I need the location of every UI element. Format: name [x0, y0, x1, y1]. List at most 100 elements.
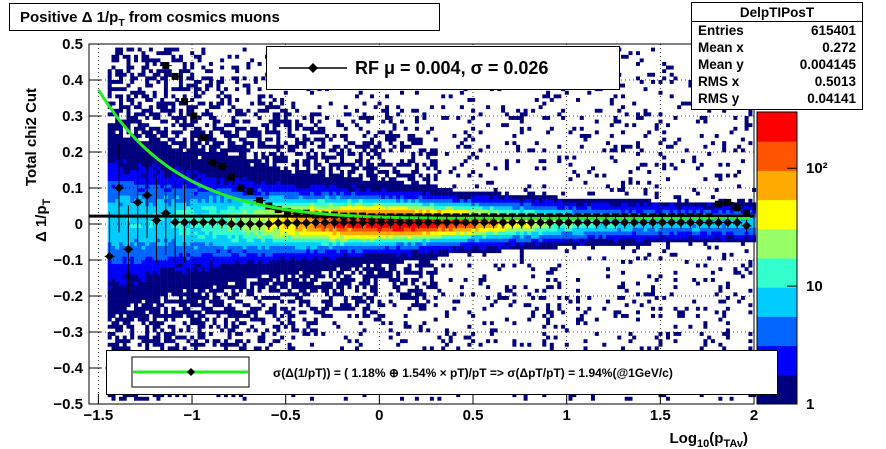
heatmap-cell	[250, 249, 255, 254]
heatmap-cell	[115, 342, 120, 347]
heatmap-cell	[306, 260, 311, 264]
heatmap-cell	[235, 270, 240, 275]
heatmap-cell	[156, 51, 161, 56]
heatmap-cell	[111, 87, 116, 92]
heatmap-cell	[156, 267, 161, 272]
heatmap-cell	[134, 299, 138, 304]
heatmap-cell	[313, 191, 318, 196]
heatmap-cell	[148, 281, 153, 286]
heatmap-cell	[418, 191, 423, 196]
heatmap-cell	[246, 303, 251, 308]
heatmap-cell	[317, 177, 322, 182]
heatmap-cell	[148, 310, 153, 315]
heatmap-cell	[231, 65, 236, 70]
heatmap-cell	[111, 80, 116, 84]
heatmap-cell	[396, 231, 401, 236]
heatmap-cell	[182, 152, 187, 156]
heatmap-cell	[111, 134, 116, 138]
heatmap-cell	[306, 206, 311, 210]
heatmap-cell	[193, 238, 198, 243]
heatmap-cell	[291, 224, 296, 228]
heatmap-cell	[216, 198, 221, 203]
heatmap-cell	[257, 144, 262, 149]
heatmap-cell	[193, 155, 198, 160]
heatmap-cell	[175, 346, 180, 351]
heatmap-cell	[205, 123, 210, 128]
heatmap-cell	[280, 170, 285, 174]
heatmap-cell	[343, 234, 348, 239]
heatmap-cell	[212, 299, 217, 304]
heatmap-cell	[351, 119, 356, 124]
heatmap-cell	[134, 206, 138, 210]
heatmap-cell	[456, 242, 461, 246]
heatmap-cell	[111, 321, 116, 326]
heatmap-cell	[119, 288, 123, 293]
heatmap-cell	[370, 267, 374, 272]
heatmap-cell	[317, 119, 322, 124]
heatmap-cell	[178, 148, 183, 153]
heatmap-cell	[152, 238, 157, 243]
heatmap-cell	[227, 263, 232, 268]
heatmap-cell	[422, 177, 427, 182]
heatmap-cell	[160, 130, 165, 135]
heatmap-cell	[160, 173, 165, 178]
heatmap-cell	[178, 249, 183, 254]
heatmap-cell	[448, 227, 453, 232]
heatmap-cell	[107, 303, 112, 308]
heatmap-cell	[137, 314, 142, 318]
heatmap-cell	[167, 216, 172, 221]
heatmap-cell	[343, 188, 348, 192]
heatmap-cell	[321, 170, 326, 174]
heatmap-cell	[283, 252, 288, 257]
heatmap-cell	[171, 206, 176, 210]
heatmap-cell	[385, 184, 389, 189]
heatmap-cell	[268, 173, 273, 178]
heatmap-cell	[223, 188, 228, 192]
heatmap-cell	[190, 144, 195, 149]
heatmap-cell	[148, 339, 153, 344]
heatmap-cell	[122, 339, 127, 344]
heatmap-cell	[257, 180, 262, 185]
heatmap-cell	[137, 342, 142, 347]
heatmap-cell	[310, 198, 314, 203]
heatmap-cell	[276, 317, 281, 322]
heatmap-cell	[388, 198, 393, 203]
heatmap-cell	[238, 206, 243, 210]
heatmap-cell	[310, 242, 314, 246]
heatmap-cell	[246, 148, 251, 153]
heatmap-cell	[115, 108, 120, 113]
heatmap-cell	[178, 278, 183, 282]
heatmap-cell	[190, 76, 195, 81]
heatmap-cell	[126, 195, 131, 200]
heatmap-cell	[287, 342, 292, 347]
heatmap-cell	[235, 170, 240, 174]
heatmap-cell	[302, 231, 307, 236]
heatmap-cell	[437, 188, 442, 192]
heatmap-cell	[310, 231, 314, 236]
heatmap-cell	[167, 238, 172, 243]
heatmap-cell	[291, 180, 296, 185]
heatmap-cell	[422, 260, 427, 264]
heatmap-cell	[400, 234, 404, 239]
heatmap-cell	[167, 260, 172, 264]
heatmap-cell	[111, 245, 116, 250]
heatmap-cell	[111, 346, 116, 351]
heatmap-cell	[107, 166, 112, 171]
heatmap-cell	[452, 206, 457, 210]
heatmap-cell	[212, 155, 217, 160]
heatmap-cell	[414, 292, 419, 297]
heatmap-cell	[163, 332, 168, 336]
heatmap-cell	[212, 310, 217, 315]
heatmap-cell	[216, 173, 221, 178]
heatmap-cell	[313, 310, 318, 315]
heatmap-cell	[467, 234, 472, 239]
heatmap-cell	[197, 80, 202, 84]
heatmap-cell	[235, 162, 240, 167]
heatmap-cell	[231, 270, 236, 275]
heatmap-cell	[160, 162, 165, 167]
heatmap-cell	[276, 180, 281, 185]
heatmap-cell	[370, 94, 374, 99]
heatmap-cell	[201, 170, 206, 174]
heatmap-cell	[257, 335, 262, 340]
heatmap-cell	[208, 285, 213, 290]
